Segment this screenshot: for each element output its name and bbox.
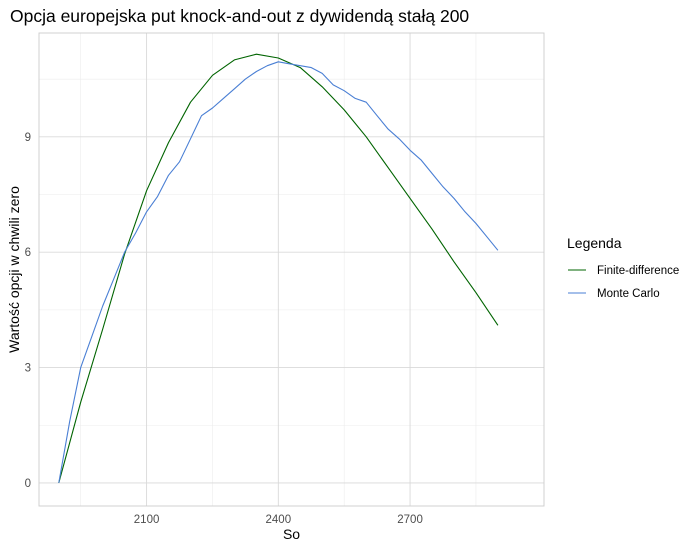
y-tick-label: 0: [25, 478, 31, 490]
y-axis-ticks: 0 3 6 9: [25, 132, 31, 490]
series-line-monte-carlo: [58, 61, 499, 483]
x-tick-label: 2400: [266, 514, 292, 526]
y-tick-label: 6: [25, 247, 31, 259]
panel-border: [38, 32, 545, 507]
legend-label: Monte Carlo: [597, 288, 660, 300]
x-axis-ticks: 2100 2400 2700: [134, 514, 423, 526]
legend-items: Finite-difference Monte Carlo: [568, 265, 679, 300]
x-axis-title: So: [283, 526, 300, 542]
x-tick-label: 2700: [397, 514, 423, 526]
legend-title: Legenda: [567, 235, 622, 251]
y-axis-title: Wartość opcji w chwili zero: [6, 186, 22, 353]
y-tick-label: 3: [25, 363, 31, 375]
y-tick-label: 9: [25, 132, 31, 144]
chart-title: Opcja europejska put knock-and-out z dyw…: [10, 6, 469, 26]
legend: Legenda Finite-difference Monte Carlo: [567, 235, 679, 300]
plot-lines: [58, 53, 499, 484]
x-tick-label: 2100: [134, 514, 160, 526]
series-line-finite-difference: [58, 53, 499, 484]
grid: [39, 33, 544, 506]
legend-label: Finite-difference: [597, 265, 679, 277]
